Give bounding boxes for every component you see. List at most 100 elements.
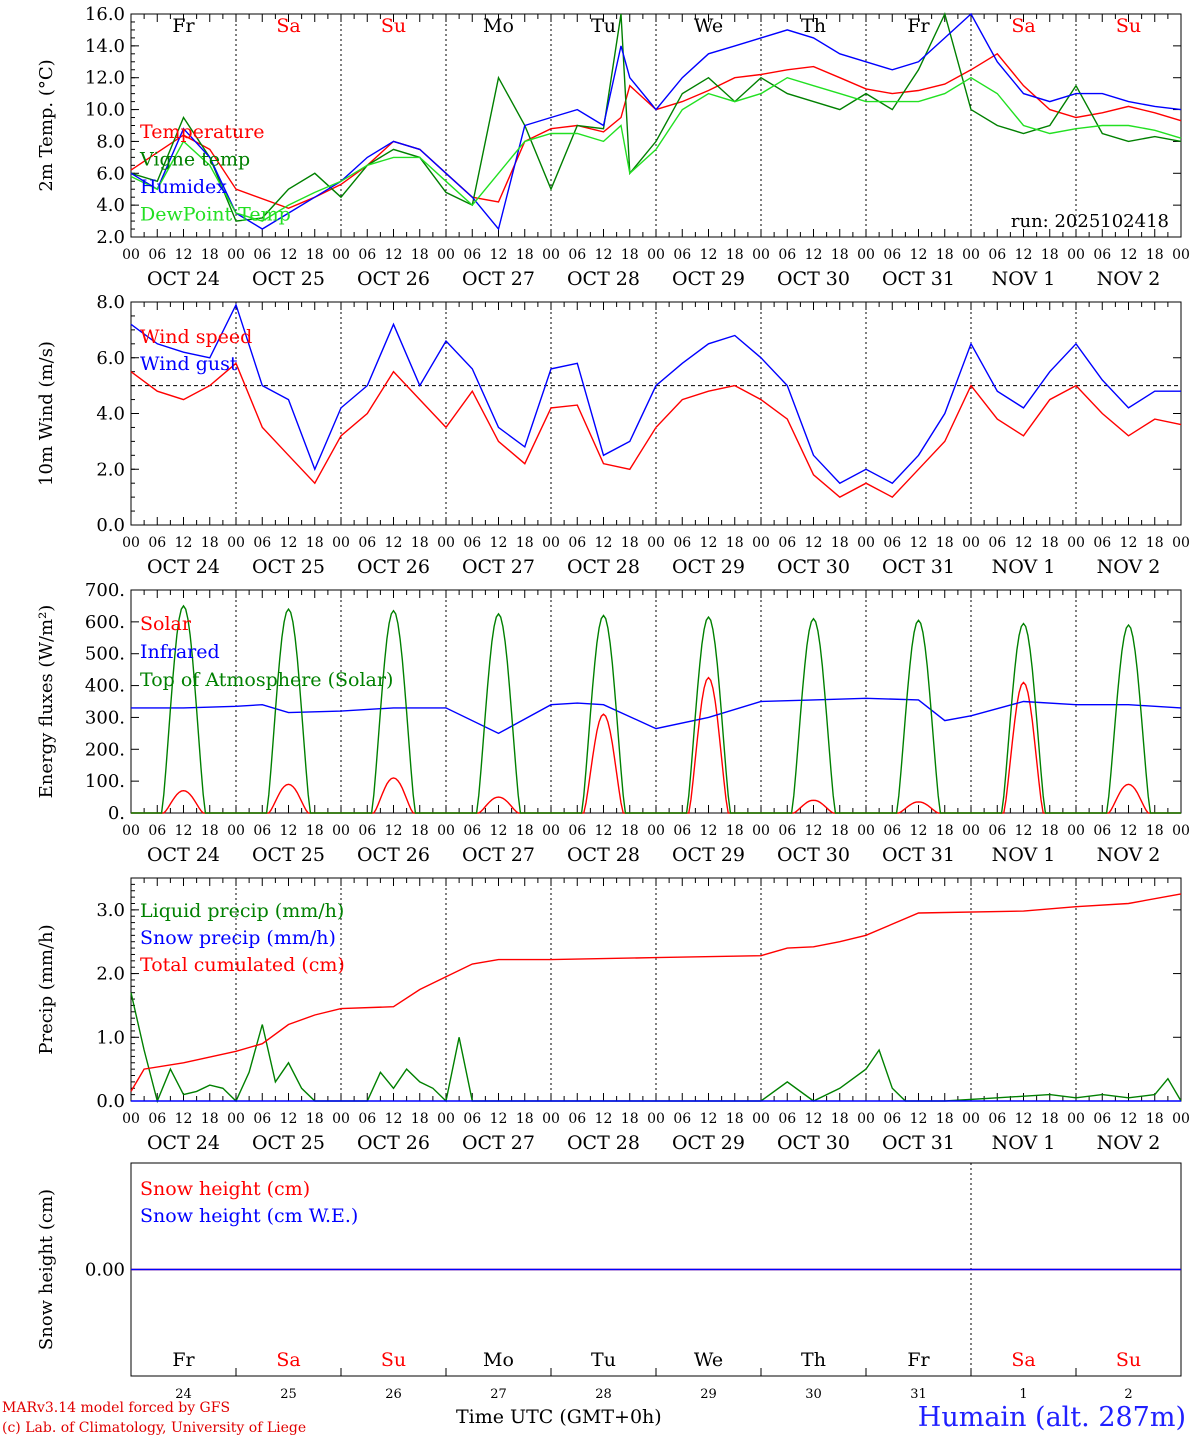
y-tick-label: 8.0 xyxy=(96,292,125,313)
hour-tick-label: 18 xyxy=(306,247,324,263)
y-tick-labels: 0.0 1.0 2.0 3.0 xyxy=(96,877,1181,1112)
date-label: NOV 2 xyxy=(1097,268,1161,290)
hour-tick-label: 00 xyxy=(332,1111,350,1127)
hour-tick-label: 18 xyxy=(411,1111,429,1127)
date-label: OCT 31 xyxy=(882,268,955,290)
hour-tick-label: 06 xyxy=(988,535,1006,551)
y-tick-labels: 0. 100. 200. 300. 400. 500. 600. 700. xyxy=(85,580,1181,824)
hour-tick-label: 00 xyxy=(542,535,560,551)
hour-tick-label: 00 xyxy=(437,535,455,551)
hour-tick-label: 00 xyxy=(1172,247,1190,263)
hour-tick-label: 00 xyxy=(332,535,350,551)
series-line-wind-speed xyxy=(130,362,1182,498)
weekday-label: Su xyxy=(1116,15,1141,37)
date-label: OCT 25 xyxy=(252,1132,325,1154)
hour-tick-label: 06 xyxy=(778,247,796,263)
legend: Wind speed Wind gust xyxy=(140,326,252,375)
hour-tick-label: 18 xyxy=(621,535,639,551)
hour-tick-label: 12 xyxy=(700,1111,718,1127)
day-number-label: 28 xyxy=(595,1387,612,1402)
hour-tick-label: 18 xyxy=(1146,823,1164,839)
hour-tick-label: 18 xyxy=(936,1111,954,1127)
hour-tick-label: 18 xyxy=(1146,247,1164,263)
hour-tick-label: 18 xyxy=(516,1111,534,1127)
hour-tick-label: 18 xyxy=(201,823,219,839)
station-title: Humain (alt. 287m) xyxy=(917,1402,1186,1433)
weekday-label: Fr xyxy=(907,15,930,37)
hour-tick-label: 00 xyxy=(227,535,245,551)
hour-tick-label: 18 xyxy=(726,823,744,839)
hour-tick-label: 12 xyxy=(700,247,718,263)
date-label: OCT 27 xyxy=(462,844,535,866)
hour-tick-labels: 00 06 12 18 00 06 12 18 00 06 12 18 00 06 12 18 00 06 12 18… xyxy=(122,823,1190,839)
hour-tick-label: 00 xyxy=(1067,247,1085,263)
hour-tick-label: 06 xyxy=(253,823,271,839)
hour-tick-label: 12 xyxy=(805,247,823,263)
hour-tick-label: 12 xyxy=(490,247,508,263)
legend-entry: Humidex xyxy=(140,176,227,198)
series-group xyxy=(130,11,1182,231)
hour-tick-label: 00 xyxy=(962,535,980,551)
y-tick-label: 1.0 xyxy=(96,1027,125,1048)
hour-tick-label: 18 xyxy=(726,535,744,551)
hour-tick-label: 12 xyxy=(490,535,508,551)
weekday-label: Su xyxy=(1116,1349,1141,1371)
series-line-vigne-temp xyxy=(130,11,1182,222)
hour-tick-label: 00 xyxy=(227,247,245,263)
y-tick-label: 8.0 xyxy=(96,131,125,152)
day-number-label: 27 xyxy=(490,1387,507,1402)
hour-tick-label: 12 xyxy=(910,823,928,839)
weekday-label: Tu xyxy=(591,1349,616,1371)
hour-tick-label: 18 xyxy=(936,247,954,263)
hour-tick-label: 06 xyxy=(778,823,796,839)
date-label: OCT 28 xyxy=(567,268,640,290)
hour-tick-label: 12 xyxy=(385,1111,403,1127)
hour-tick-label: 00 xyxy=(542,823,560,839)
hour-tick-label: 06 xyxy=(148,823,166,839)
hour-tick-label: 00 xyxy=(752,535,770,551)
hour-tick-label: 12 xyxy=(280,823,298,839)
hour-tick-label: 06 xyxy=(358,535,376,551)
legend-entry: Wind gust xyxy=(140,353,238,375)
legend: Solar Infrared Top of Atmosphere (Solar) xyxy=(140,613,393,691)
hour-tick-label: 18 xyxy=(831,823,849,839)
date-label: OCT 30 xyxy=(777,1132,850,1154)
hour-tick-label: 00 xyxy=(1172,535,1190,551)
hour-tick-label: 12 xyxy=(1015,535,1033,551)
date-labels: OCT 24 OCT 25 OCT 26 OCT 27 OCT 28 OCT 29 OCT … xyxy=(147,1132,1160,1154)
hour-tick-label: 06 xyxy=(1093,247,1111,263)
hour-tick-label: 18 xyxy=(621,247,639,263)
hour-tick-label: 06 xyxy=(673,247,691,263)
hour-tick-labels: 00 06 12 18 00 06 12 18 00 06 12 18 00 06 12 18 00 06 12 18… xyxy=(122,535,1190,551)
date-label: NOV 1 xyxy=(992,268,1056,290)
y-tick-label: 14.0 xyxy=(85,36,125,57)
date-label: NOV 2 xyxy=(1097,1132,1161,1154)
hour-tick-label: 12 xyxy=(280,1111,298,1127)
hour-tick-label: 00 xyxy=(122,535,140,551)
hour-tick-label: 18 xyxy=(936,823,954,839)
hour-tick-label: 06 xyxy=(568,823,586,839)
date-label: OCT 30 xyxy=(777,268,850,290)
hour-tick-label: 12 xyxy=(700,535,718,551)
hour-tick-label: 06 xyxy=(568,247,586,263)
date-label: OCT 31 xyxy=(882,556,955,578)
hour-tick-label: 06 xyxy=(358,1111,376,1127)
hour-tick-label: 12 xyxy=(595,535,613,551)
hour-tick-label: 00 xyxy=(962,247,980,263)
y-tick-labels: 2.0 4.0 6.0 8.0 10.0 12.0 14.0 16.0 xyxy=(85,4,1181,248)
hour-tick-label: 06 xyxy=(673,1111,691,1127)
hour-tick-label: 18 xyxy=(831,247,849,263)
hour-tick-label: 12 xyxy=(910,247,928,263)
date-label: NOV 1 xyxy=(992,844,1056,866)
hour-tick-label: 06 xyxy=(253,1111,271,1127)
panel-energy: 0. 100. 200. 300. 400. 500. 600. 700. Energy flu… xyxy=(36,580,1190,866)
hour-tick-label: 06 xyxy=(883,535,901,551)
series-line-infrared xyxy=(131,697,1182,735)
day-number-labels: 24 25 26 27 28 29 30 31 1 2 xyxy=(175,1387,1132,1402)
y-tick-label: 0.0 xyxy=(96,1091,125,1112)
hour-tick-label: 00 xyxy=(1067,1111,1085,1127)
model-credit: MARv3.14 model forced by GFS xyxy=(2,1400,231,1416)
hour-tick-label: 00 xyxy=(647,823,665,839)
hour-tick-label: 18 xyxy=(306,1111,324,1127)
day-number-label: 26 xyxy=(385,1387,402,1402)
